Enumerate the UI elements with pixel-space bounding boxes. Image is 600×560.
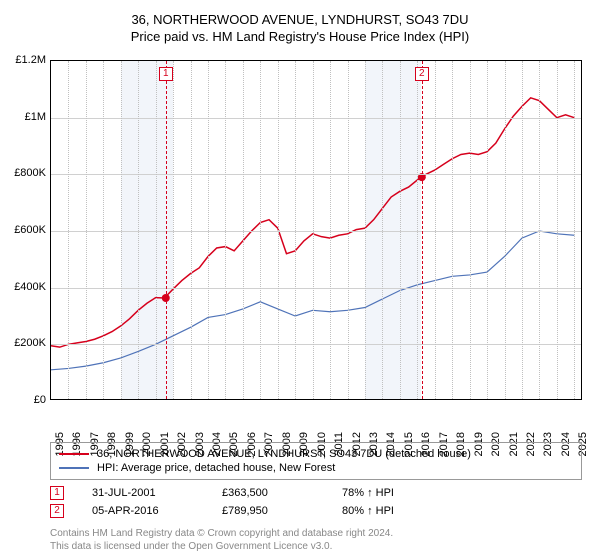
- chart-title: 36, NORTHERWOOD AVENUE, LYNDHURST, SO43 …: [0, 12, 600, 27]
- y-tick-label: £1M: [6, 111, 46, 123]
- sale-hpi: 78% ↑ HPI: [342, 487, 462, 499]
- y-tick-label: £400K: [6, 281, 46, 293]
- legend-item: HPI: Average price, detached house, New …: [59, 461, 573, 475]
- chart-marker-badge: 2: [415, 67, 429, 81]
- sale-marker-badge: 2: [50, 504, 64, 518]
- legend-label: 36, NORTHERWOOD AVENUE, LYNDHURST, SO43 …: [97, 448, 471, 460]
- legend-item: 36, NORTHERWOOD AVENUE, LYNDHURST, SO43 …: [59, 447, 573, 461]
- chart-svg: [51, 61, 581, 399]
- footer-line: Contains HM Land Registry data © Crown c…: [50, 528, 582, 541]
- y-tick-label: £800K: [6, 167, 46, 179]
- table-row: 1 31-JUL-2001 £363,500 78% ↑ HPI: [50, 484, 582, 502]
- footer-line: This data is licensed under the Open Gov…: [50, 541, 582, 554]
- plot-area: 12: [50, 60, 582, 400]
- sale-date: 31-JUL-2001: [92, 487, 222, 499]
- legend-swatch: [59, 453, 89, 455]
- chart-container: 36, NORTHERWOOD AVENUE, LYNDHURST, SO43 …: [0, 0, 600, 560]
- chart-subtitle: Price paid vs. HM Land Registry's House …: [0, 29, 600, 44]
- y-tick-label: £600K: [6, 224, 46, 236]
- table-row: 2 05-APR-2016 £789,950 80% ↑ HPI: [50, 502, 582, 520]
- sale-hpi: 80% ↑ HPI: [342, 505, 462, 517]
- attribution-footer: Contains HM Land Registry data © Crown c…: [50, 528, 582, 553]
- title-block: 36, NORTHERWOOD AVENUE, LYNDHURST, SO43 …: [0, 0, 600, 44]
- sale-marker-badge: 1: [50, 486, 64, 500]
- y-tick-label: £0: [6, 394, 46, 406]
- legend: 36, NORTHERWOOD AVENUE, LYNDHURST, SO43 …: [50, 442, 582, 480]
- sale-price: £363,500: [222, 487, 342, 499]
- sale-price: £789,950: [222, 505, 342, 517]
- y-tick-label: £1.2M: [6, 54, 46, 66]
- chart-marker-badge: 1: [159, 67, 173, 81]
- legend-swatch: [59, 467, 89, 469]
- legend-label: HPI: Average price, detached house, New …: [97, 462, 335, 474]
- sale-date: 05-APR-2016: [92, 505, 222, 517]
- y-tick-label: £200K: [6, 337, 46, 349]
- sales-table: 1 31-JUL-2001 £363,500 78% ↑ HPI 2 05-AP…: [50, 484, 582, 520]
